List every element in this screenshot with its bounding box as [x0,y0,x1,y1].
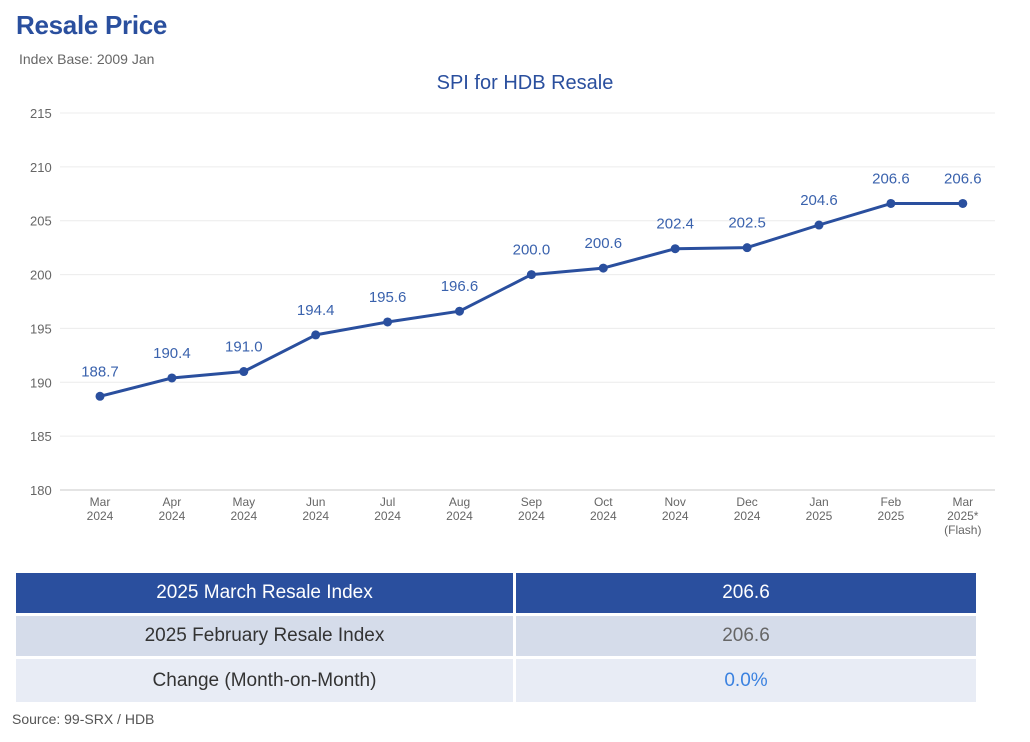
x-tick-label: Jan 2025 [806,495,833,523]
y-tick-label: 195 [30,321,52,336]
x-tick-label: Jun 2024 [302,495,329,523]
data-point [167,373,177,383]
data-point [239,367,249,377]
x-tick-label: Mar 2024 [87,495,114,523]
y-axis: 180 185 190 195 200 205 210 215 [30,106,52,498]
data-label: 200.6 [585,235,623,252]
x-tick-label: Aug 2024 [446,495,473,523]
data-label: 204.6 [800,192,838,209]
summary-value-previous: 206.6 [516,613,976,656]
data-label: 195.6 [369,289,407,306]
data-label: 202.4 [656,216,694,233]
data-point [526,270,536,280]
page-title: Resale Price [16,10,168,40]
data-point [958,198,968,208]
data-label: 206.6 [944,170,982,187]
x-tick-label: Oct 2024 [590,495,617,523]
x-axis: Mar 2024 Apr 2024 May 2024 Jun 2024 Jul 2024 Aug 20… [87,495,982,537]
chart-title: SPI for HDB Resale [437,72,614,94]
data-point [886,198,896,208]
data-label: 200.0 [513,242,551,259]
x-tick-label: Jul 2024 [374,495,401,523]
y-tick-label: 185 [30,429,52,444]
index-base-subtitle: Index Base: 2009 Jan [19,51,155,67]
y-tick-label: 215 [30,106,52,121]
data-label: 196.6 [441,278,479,295]
data-point [383,317,393,327]
x-tick-label: Dec 2024 [734,495,761,523]
x-tick-label: May 2024 [230,495,257,523]
data-label: 190.4 [153,345,191,362]
summary-table: 2025 March Resale Index 206.6 2025 Febru… [16,573,976,702]
x-tick-label: Mar 2025* (Flash) [944,495,981,537]
summary-label-previous: 2025 February Resale Index [16,613,516,656]
data-label: 191.0 [225,339,263,356]
summary-label-change: Change (Month-on-Month) [16,656,516,702]
x-tick-label: Nov 2024 [662,495,689,523]
summary-row-current: 2025 March Resale Index 206.6 [16,573,976,613]
data-label: 188.7 [81,363,119,380]
x-tick-label: Apr 2024 [159,495,186,523]
data-point [742,243,752,253]
y-tick-label: 190 [30,375,52,390]
y-tick-label: 205 [30,214,52,229]
data-points [95,198,968,401]
x-tick-label: Sep 2024 [518,495,545,523]
series-line [99,202,963,398]
x-tick-label: Feb 2025 [878,495,905,523]
data-point [455,306,464,316]
y-tick-label: 210 [30,160,52,175]
y-tick-label: 200 [30,268,52,283]
data-point [598,263,608,273]
data-point [311,330,321,340]
data-point [95,391,105,401]
summary-value-change: 0.0% [516,656,976,702]
data-point [670,244,680,254]
data-labels: 188.7 190.4 191.0 194.4 195.6 196.6 200.0 200.6… [81,170,981,380]
data-label: 202.5 [728,215,766,232]
chart-gridlines [60,112,995,491]
summary-label-current: 2025 March Resale Index [16,573,516,613]
summary-value-current: 206.6 [516,573,976,613]
source-note: Source: 99-SRX / HDB [12,711,155,727]
summary-row-previous: 2025 February Resale Index 206.6 [16,613,976,656]
spi-line-chart: SPI for HDB Resale 180 185 190 195 200 205 210… [30,72,995,537]
data-label: 194.4 [297,302,335,319]
data-point [814,220,824,230]
y-tick-label: 180 [30,483,52,498]
data-label: 206.6 [872,170,910,187]
summary-row-change: Change (Month-on-Month) 0.0% [16,656,976,702]
